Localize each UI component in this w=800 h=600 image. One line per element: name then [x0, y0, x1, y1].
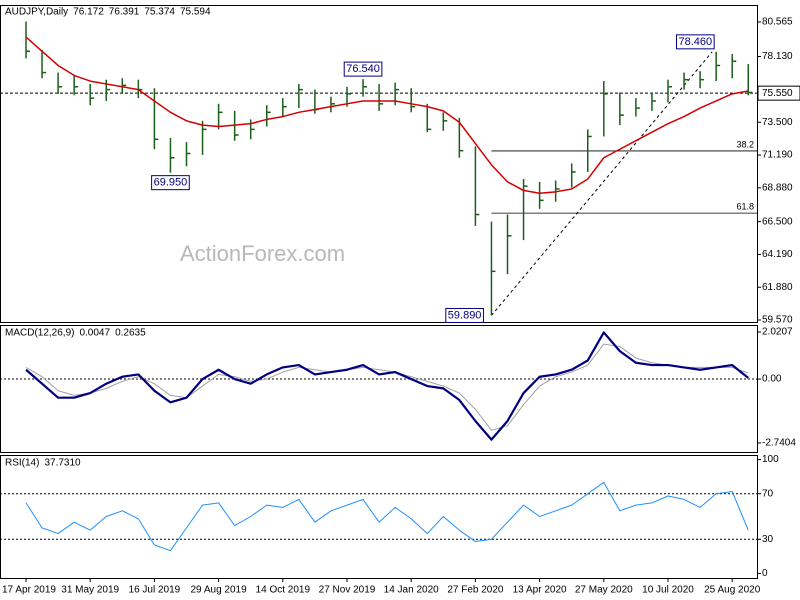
panel-title: RSI(14): [5, 458, 39, 469]
y-tick-label: 78.130: [762, 51, 793, 62]
readout: 75.594: [180, 7, 211, 18]
readout: 37.7310: [44, 458, 81, 469]
y-tick-label: 30: [762, 534, 774, 545]
x-tick-label: 27 Nov 2019: [319, 585, 376, 596]
x-tick-label: 14 Oct 2019: [256, 585, 311, 596]
moving-average: [25, 36, 749, 194]
y-tick-label: 59.570: [762, 315, 793, 326]
y-tick-label: 73.500: [762, 117, 793, 128]
readout: 75.374: [144, 7, 175, 18]
y-tick-label: 61.880: [762, 282, 793, 293]
watermark: ActionForex.com: [180, 241, 345, 266]
last-price-box: [757, 85, 800, 101]
annotation-label: 76.540: [346, 63, 380, 75]
annotation-box: [151, 175, 190, 191]
y-tick-label: 0: [762, 568, 768, 579]
price-panel: [0, 5, 758, 323]
macd-panel: [0, 325, 758, 453]
y-tick-label: 100: [762, 454, 779, 465]
panel-title: MACD(12,26,9): [5, 328, 74, 339]
x-tick-label: 27 May 2020: [575, 585, 633, 596]
x-tick-label: 27 Feb 2020: [447, 585, 504, 596]
readout: 0.0047: [79, 328, 110, 339]
rsi-line: [25, 481, 749, 552]
fib-label: 61.8: [736, 201, 754, 211]
x-tick-label: 10 Jul 2020: [642, 585, 694, 596]
y-tick-label: 68.880: [762, 182, 793, 193]
y-tick-label: 80.565: [762, 17, 793, 28]
signal-line: [25, 343, 749, 431]
x-tick-label: 31 May 2019: [61, 585, 119, 596]
x-tick-label: 14 Jan 2020: [384, 585, 439, 596]
annotation-box: [445, 307, 484, 323]
readout: 76.172: [73, 7, 104, 18]
fib-label: 38.2: [736, 139, 754, 149]
readout: 76.391: [109, 7, 140, 18]
y-tick-label: 66.500: [762, 216, 793, 227]
readout: 0.2635: [115, 328, 146, 339]
annotation-label: 78.460: [678, 36, 712, 48]
x-tick-label: 13 Apr 2020: [513, 585, 567, 596]
y-tick-label: 71.190: [762, 150, 793, 161]
x-tick-label: 29 Aug 2019: [191, 585, 248, 596]
y-tick-label: 0.00: [762, 374, 782, 385]
x-tick-label: 25 Aug 2020: [704, 585, 761, 596]
x-tick-label: 17 Apr 2019: [2, 585, 56, 596]
annotation-box: [675, 34, 715, 50]
annotation-box: [343, 61, 383, 77]
rsi-panel: [0, 455, 758, 579]
y-tick-label: 64.190: [762, 249, 793, 260]
x-tick-label: 16 Jul 2019: [129, 585, 181, 596]
y-tick-label: 70: [762, 488, 774, 499]
y-tick-label: -2.7404: [762, 438, 796, 449]
last-price-label: 75.550: [762, 88, 793, 99]
panel-title: AUDJPY,Daily: [5, 7, 68, 18]
y-tick-label: 2.0207: [762, 327, 793, 338]
annotation-label: 59.890: [448, 309, 482, 321]
macd-line: [25, 331, 749, 441]
annotation-label: 69.950: [154, 177, 188, 189]
